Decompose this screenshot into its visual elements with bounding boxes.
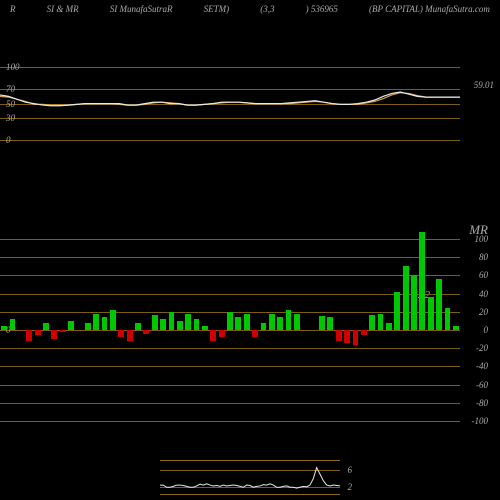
mr-bar (453, 326, 459, 330)
mr-bar (110, 310, 116, 330)
mr-panel: MR 6.52 100806040200-20-40-60-80-1000 (0, 230, 460, 430)
mini-axis-label: 6 (348, 465, 353, 475)
mr-bar (102, 317, 108, 330)
mr-bar (127, 330, 133, 341)
mr-bar (428, 297, 434, 330)
mr-bar (294, 314, 300, 330)
rsi-lines (0, 60, 460, 140)
mr-bar (252, 330, 258, 337)
mr-bar (403, 266, 409, 330)
mr-axis-label-right: 0 (484, 325, 489, 335)
rsi-panel: 1007050300 59.01 (0, 60, 460, 140)
h-c4: SETM) (204, 4, 230, 18)
mr-axis-label-right: 80 (479, 252, 488, 262)
mr-bar (43, 323, 49, 330)
mr-axis-label-right: 60 (479, 270, 488, 280)
mr-axis-label-right: -20 (476, 343, 488, 353)
mr-bar (244, 314, 250, 330)
mr-bar (194, 319, 200, 330)
mr-axis-label-right: 20 (479, 307, 488, 317)
mr-bar (51, 330, 57, 339)
mr-bar (118, 330, 124, 337)
mr-bar (202, 326, 208, 330)
rsi-value: 59.01 (474, 80, 494, 90)
mr-bar (369, 315, 375, 330)
mr-bars (0, 230, 460, 430)
mr-axis-label-right: -80 (476, 398, 488, 408)
mr-bar (269, 314, 275, 330)
mr-bar (35, 330, 41, 335)
mr-bar (26, 330, 32, 341)
mr-bar (60, 330, 66, 332)
h-c3: SI MunafaSutraR (110, 4, 173, 18)
mini-axis-label: 2 (348, 482, 353, 492)
mr-bar (386, 323, 392, 330)
mr-bar (277, 317, 283, 330)
h-c1: R (10, 4, 16, 18)
mr-bar (361, 330, 367, 335)
mr-bar (210, 330, 216, 341)
mr-axis-label-right: 40 (479, 289, 488, 299)
mr-bar (319, 316, 325, 330)
mr-bar (177, 321, 183, 330)
mr-bar (152, 315, 158, 330)
mr-axis-label-right: -60 (476, 380, 488, 390)
mr-bar (419, 232, 425, 330)
mr-bar (160, 319, 166, 330)
mr-axis-label-right: -40 (476, 361, 488, 371)
h-c6: ) 536965 (306, 4, 338, 18)
mr-bar (68, 321, 74, 330)
h-c2: SI & MR (47, 4, 79, 18)
mr-bar (445, 308, 451, 330)
mr-bar (135, 323, 141, 330)
mr-bar (261, 323, 267, 330)
mr-bar (169, 312, 175, 330)
mini-panel: 62 (160, 460, 340, 495)
mr-bar (219, 330, 225, 337)
h-c5: (3,3 (260, 4, 274, 18)
mr-bar (1, 326, 7, 330)
h-c7: (BP CAPITAL) MunafaSutra.com (369, 4, 490, 18)
mr-bar (143, 330, 149, 334)
mr-bar (394, 292, 400, 330)
mr-bar (327, 317, 333, 330)
mr-bar (353, 330, 359, 345)
mini-line (160, 461, 340, 496)
mr-bar (10, 319, 16, 330)
mr-bar (336, 330, 342, 341)
chart-header: R SI & MR SI MunafaSutraR SETM) (3,3 ) 5… (0, 0, 500, 20)
mr-axis-label-right: -100 (472, 416, 489, 426)
mr-bar (344, 330, 350, 343)
mr-bar (286, 310, 292, 330)
mr-axis-label-right: 100 (475, 234, 489, 244)
mr-bar (85, 323, 91, 330)
mr-bar (93, 314, 99, 330)
mr-bar (378, 314, 384, 330)
mr-bar (227, 312, 233, 330)
mr-bar (411, 275, 417, 330)
mr-bar (185, 314, 191, 330)
mr-bar (436, 279, 442, 330)
mr-bar (235, 317, 241, 330)
